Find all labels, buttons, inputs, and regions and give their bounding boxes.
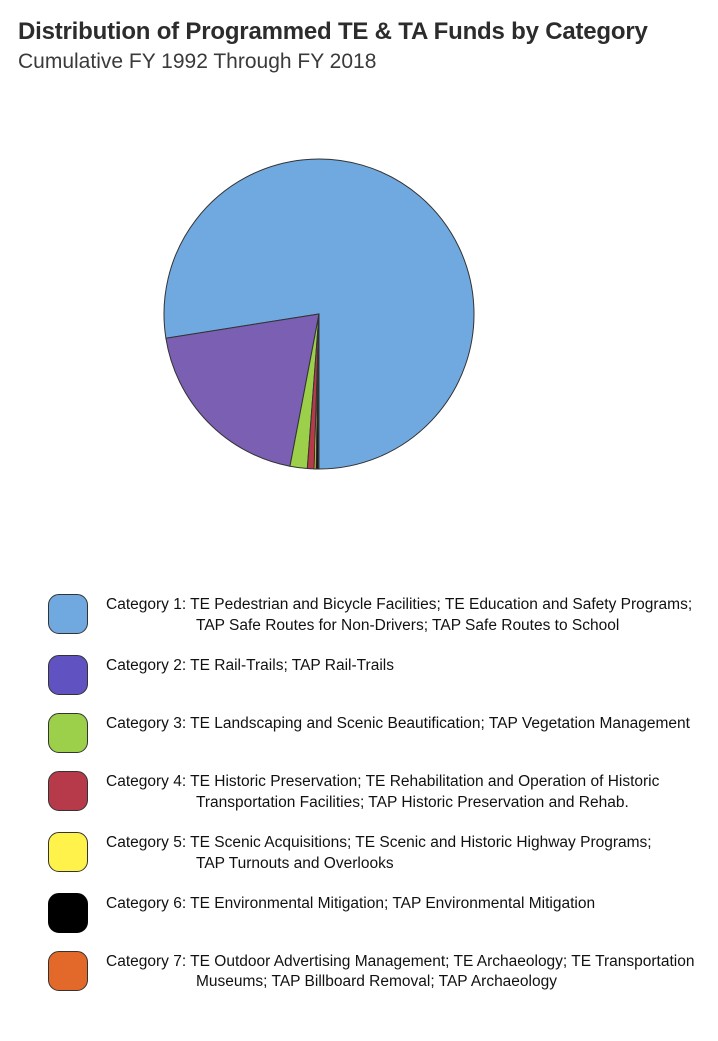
legend-label-cat1: Category 1: TE Pedestrian and Bicycle Fa… — [106, 594, 692, 637]
legend-label-cat4: Category 4: TE Historic Preservation; TE… — [106, 771, 659, 814]
legend-swatch-cat5 — [48, 832, 88, 872]
legend-label-line1: Category 3: TE Landscaping and Scenic Be… — [106, 715, 690, 732]
legend-label-line1: Category 4: TE Historic Preservation; TE… — [106, 773, 659, 790]
chart-title: Distribution of Programmed TE & TA Funds… — [18, 18, 700, 46]
legend-label-line2: TAP Safe Routes for Non-Drivers; TAP Saf… — [106, 616, 692, 637]
legend-row-cat4: Category 4: TE Historic Preservation; TE… — [48, 771, 700, 814]
legend-swatch-cat2 — [48, 655, 88, 695]
legend-label-line2: TAP Turnouts and Overlooks — [106, 854, 652, 875]
legend-swatch-cat6 — [48, 893, 88, 933]
legend-row-cat7: Category 7: TE Outdoor Advertising Manag… — [48, 951, 700, 994]
chart-subtitle: Cumulative FY 1992 Through FY 2018 — [18, 50, 700, 74]
legend-row-cat6: Category 6: TE Environmental Mitigation;… — [48, 893, 700, 933]
legend: Category 1: TE Pedestrian and Bicycle Fa… — [18, 594, 700, 993]
legend-swatch-cat3 — [48, 713, 88, 753]
legend-label-line2: Museums; TAP Billboard Removal; TAP Arch… — [106, 972, 694, 993]
legend-label-line1: Category 2: TE Rail-Trails; TAP Rail-Tra… — [106, 657, 394, 674]
legend-label-line2: Transportation Facilities; TAP Historic … — [106, 793, 659, 814]
pie-chart — [149, 144, 489, 484]
legend-row-cat3: Category 3: TE Landscaping and Scenic Be… — [48, 713, 700, 753]
legend-row-cat5: Category 5: TE Scenic Acquisitions; TE S… — [48, 832, 700, 875]
legend-label-line1: Category 5: TE Scenic Acquisitions; TE S… — [106, 834, 652, 851]
legend-swatch-cat4 — [48, 771, 88, 811]
legend-label-line1: Category 7: TE Outdoor Advertising Manag… — [106, 953, 694, 970]
legend-swatch-cat7 — [48, 951, 88, 991]
legend-row-cat1: Category 1: TE Pedestrian and Bicycle Fa… — [48, 594, 700, 637]
legend-swatch-cat1 — [48, 594, 88, 634]
legend-label-cat5: Category 5: TE Scenic Acquisitions; TE S… — [106, 832, 652, 875]
legend-label-line1: Category 6: TE Environmental Mitigation;… — [106, 895, 595, 912]
legend-label-cat3: Category 3: TE Landscaping and Scenic Be… — [106, 713, 690, 735]
pie-chart-container — [0, 144, 660, 484]
legend-row-cat2: Category 2: TE Rail-Trails; TAP Rail-Tra… — [48, 655, 700, 695]
legend-label-line1: Category 1: TE Pedestrian and Bicycle Fa… — [106, 596, 692, 613]
legend-label-cat7: Category 7: TE Outdoor Advertising Manag… — [106, 951, 694, 994]
legend-label-cat2: Category 2: TE Rail-Trails; TAP Rail-Tra… — [106, 655, 394, 677]
legend-label-cat6: Category 6: TE Environmental Mitigation;… — [106, 893, 595, 915]
